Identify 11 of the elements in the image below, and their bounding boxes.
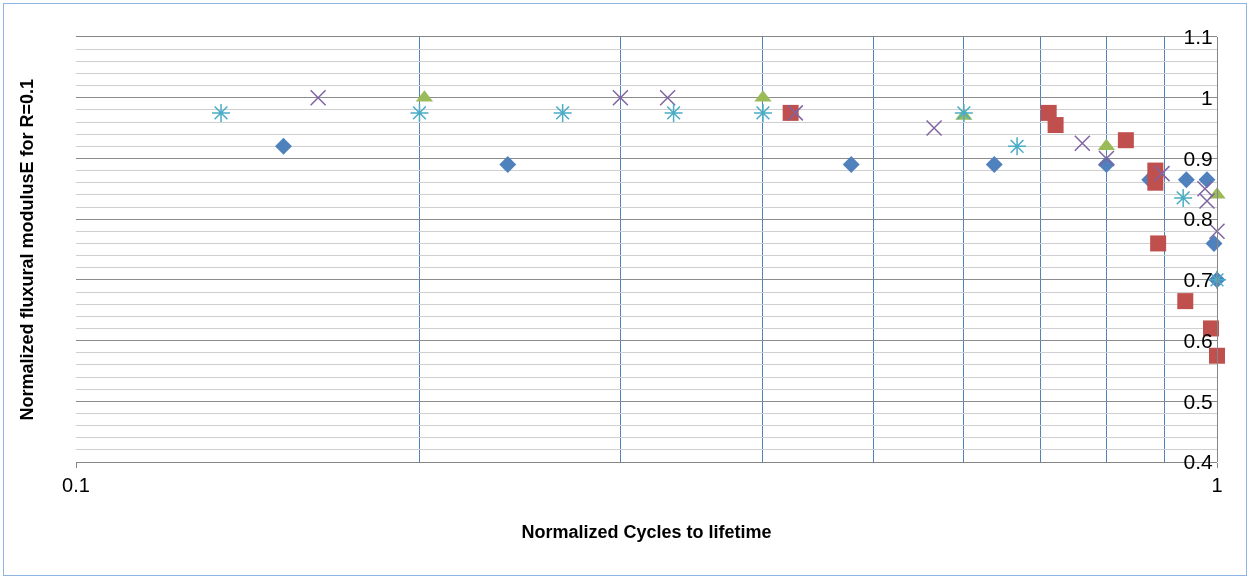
x-axis-title: Normalized Cycles to lifetime [521, 522, 772, 543]
y-tick-label: 0.4 [1183, 450, 1214, 474]
y-tick-label: 0.7 [1183, 268, 1213, 292]
y-tick-label: 0.8 [1183, 207, 1213, 231]
y-axis-title: Normalized fluxural modulusE for R=0.1 [16, 78, 37, 421]
x-tick-label: 0.1 [62, 474, 90, 496]
y-tick-label: 1 [1201, 86, 1213, 110]
y-tick-label: 0.5 [1183, 389, 1213, 413]
y-tick-label: 0.6 [1183, 328, 1213, 352]
y-tick-label: 0.9 [1183, 146, 1213, 170]
y-tick-label: 1.1 [1183, 25, 1213, 49]
